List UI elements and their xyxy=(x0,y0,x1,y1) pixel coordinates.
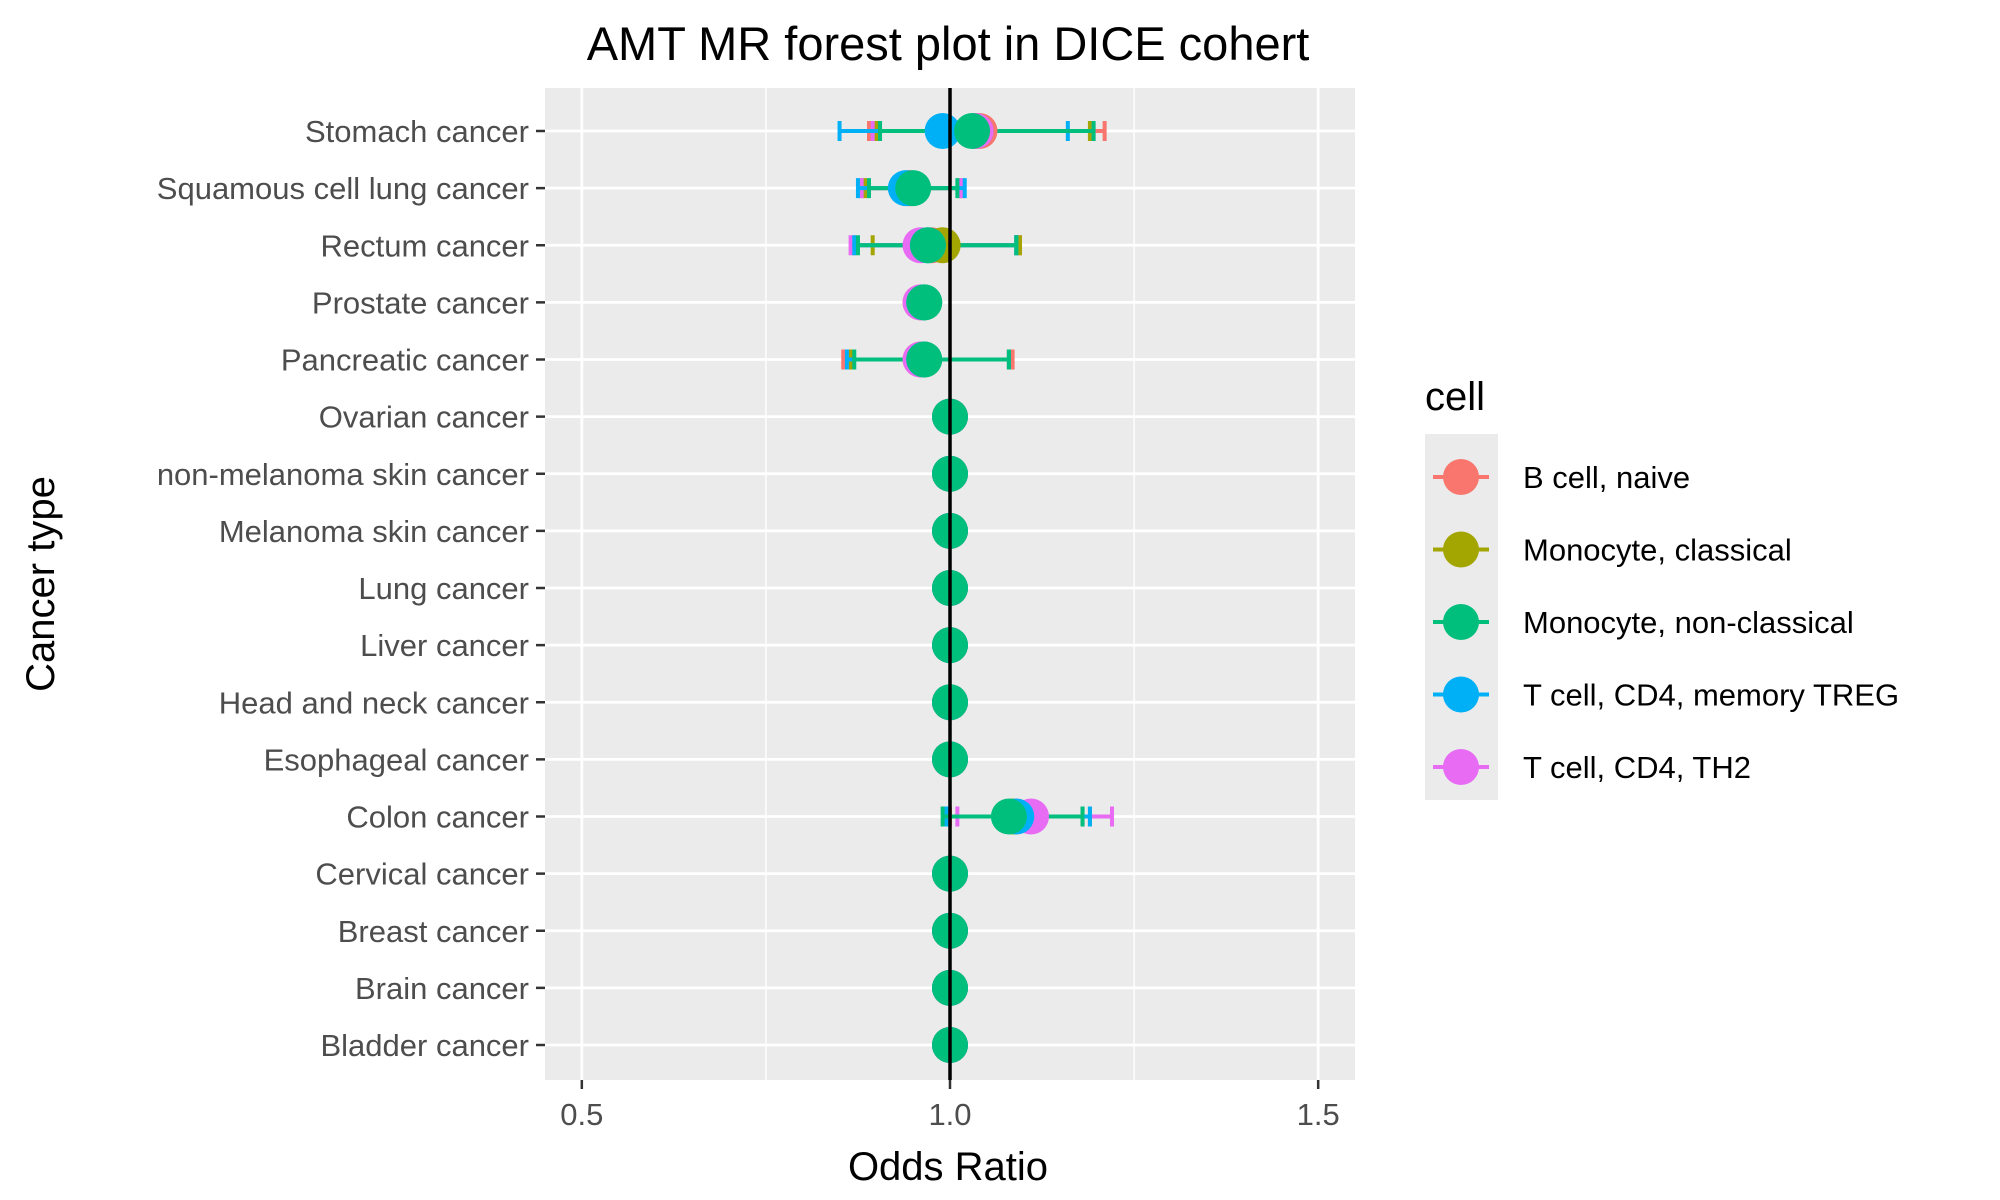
legend-key-point-t-cell-cd4-memory-treg xyxy=(1443,676,1479,713)
y-tick-label: Brain cancer xyxy=(355,971,529,1006)
point-monocyte-non-classical xyxy=(990,798,1027,835)
legend-key-point-t-cell-cd4-th2 xyxy=(1443,749,1479,785)
x-tick-label: 1.5 xyxy=(1297,1097,1340,1132)
y-tick-label: Squamous cell lung cancer xyxy=(157,171,529,206)
legend-label-monocyte-non-classical: Monocyte, non-classical xyxy=(1523,605,1854,640)
y-tick-label: Rectum cancer xyxy=(321,228,529,263)
legend-title: cell xyxy=(1425,375,1485,419)
y-tick-label: Bladder cancer xyxy=(320,1028,529,1063)
y-axis: Stomach cancer Squamous cell lung cancer R… xyxy=(157,114,545,1063)
point-monocyte-non-classical xyxy=(909,227,946,264)
y-tick-label: Melanoma skin cancer xyxy=(219,514,529,549)
y-tick-label: Colon cancer xyxy=(346,800,529,835)
y-tick-label: Prostate cancer xyxy=(312,285,529,320)
legend-label-t-cell-cd4-memory-treg: T cell, CD4, memory TREG xyxy=(1523,678,1899,713)
y-tick-label: Stomach cancer xyxy=(305,114,529,149)
error-bars xyxy=(837,121,1114,827)
legend-label-monocyte-classical: Monocyte, classical xyxy=(1523,533,1792,568)
y-tick-label: Pancreatic cancer xyxy=(281,343,529,378)
point-monocyte-non-classical xyxy=(906,341,943,378)
point-monocyte-non-classical xyxy=(906,284,943,321)
legend-key-point-b-cell-naive xyxy=(1443,459,1479,495)
y-tick-label: Cervical cancer xyxy=(315,857,529,892)
x-tick-label: 1.0 xyxy=(928,1097,971,1132)
minor-gridlines xyxy=(765,88,1135,1080)
y-tick-label: Lung cancer xyxy=(358,571,529,606)
legend-key-point-monocyte-classical xyxy=(1443,531,1479,568)
legend-label-t-cell-cd4-th2: T cell, CD4, TH2 xyxy=(1523,750,1751,785)
point-monocyte-non-classical xyxy=(954,113,991,149)
y-tick-label: Breast cancer xyxy=(338,914,529,949)
legend-items: B cell, naive Monocyte, classical Monocyte… xyxy=(1433,459,1899,785)
x-tick-label: 0.5 xyxy=(560,1097,603,1132)
y-tick-label: Ovarian cancer xyxy=(319,400,529,435)
legend: cell B cell, naive Monocyte, classical Mon… xyxy=(1425,375,1899,800)
y-tick-label: non-melanoma skin cancer xyxy=(157,457,529,492)
y-tick-label: Esophageal cancer xyxy=(264,742,529,777)
x-axis-title: Odds Ratio xyxy=(848,1145,1048,1189)
point-monocyte-non-classical xyxy=(895,170,932,207)
y-axis-title: Cancer type xyxy=(19,476,63,692)
legend-key-point-monocyte-non-classical xyxy=(1443,604,1479,640)
y-tick-label: Head and neck cancer xyxy=(219,685,529,720)
chart-title: AMT MR forest plot in DICE cohert xyxy=(587,17,1310,70)
y-tick-label: Liver cancer xyxy=(360,628,529,663)
x-axis: 0.5 1.0 1.5 xyxy=(560,1080,1340,1132)
point-estimates xyxy=(887,113,1049,1063)
legend-label-b-cell-naive: B cell, naive xyxy=(1523,460,1690,495)
